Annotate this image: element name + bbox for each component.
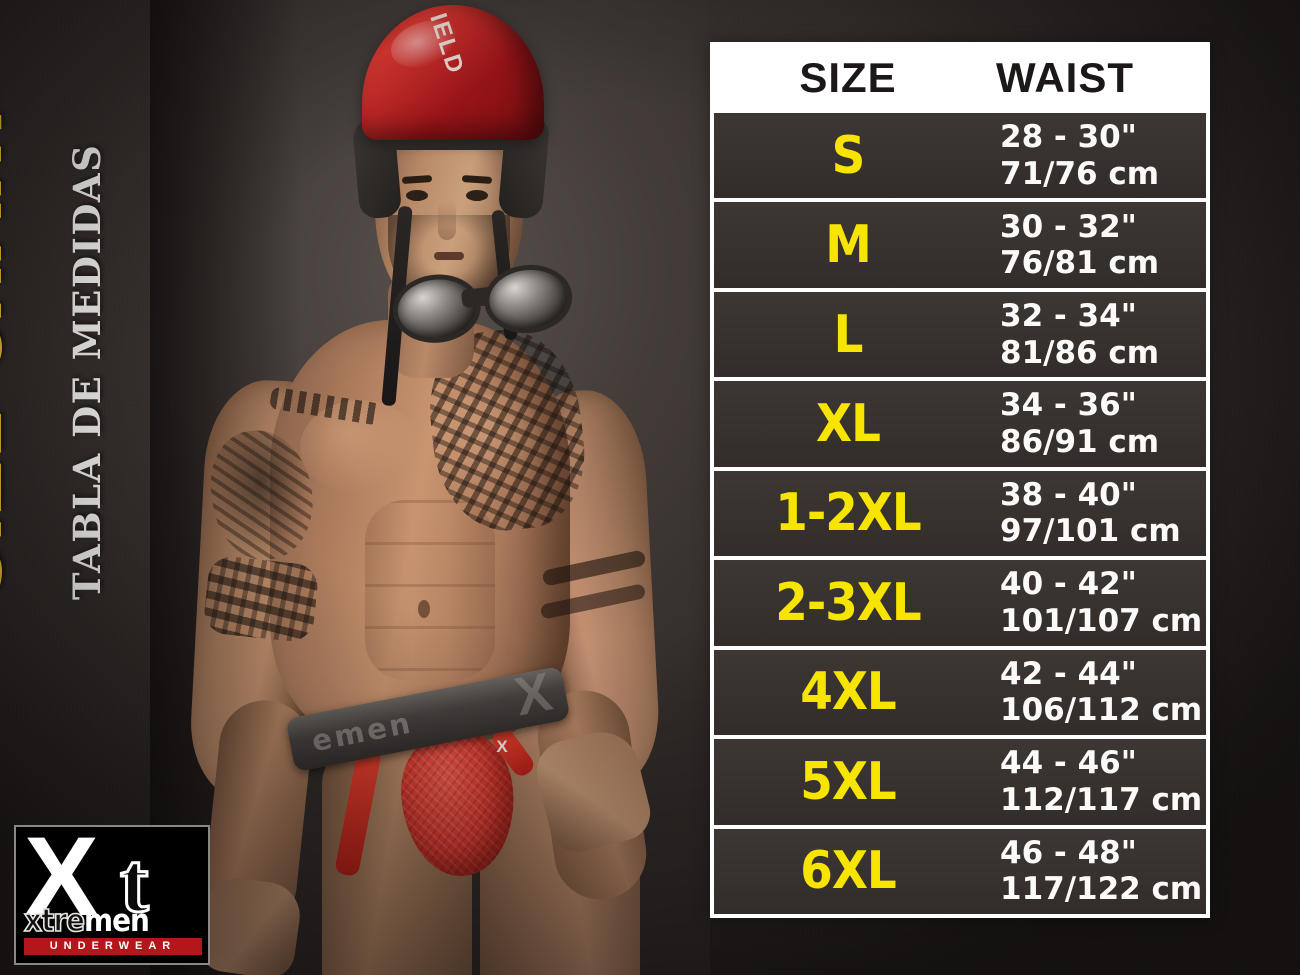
waist-inches: 40 - 42" <box>1000 566 1137 603</box>
model-photo: IELD X emen X <box>150 0 710 975</box>
cell-size: S <box>831 125 866 186</box>
waist-inches: 44 - 46" <box>1000 745 1137 782</box>
waist-centimeters: 106/112 cm <box>1000 692 1203 729</box>
cell-waist: 44 - 46" 112/117 cm <box>982 745 1206 818</box>
table-header-row: SIZE WAIST <box>714 46 1206 109</box>
model-navel-piercing <box>418 600 430 618</box>
waist-inches: 34 - 36" <box>1000 387 1137 424</box>
table-row: 1-2XL 38 - 40" 97/101 cm <box>714 470 1206 557</box>
column-header-size: SIZE <box>799 53 897 101</box>
waist-inches: 32 - 34" <box>1000 298 1137 335</box>
cell-size: XL <box>816 394 881 455</box>
table-body: S 28 - 30" 71/76 cm M 30 - 32" 76/81 cm L 32 - … <box>714 109 1206 914</box>
goggle-lens-right <box>480 260 576 338</box>
model-eye-left <box>406 190 428 201</box>
logo-wordmark: xtremen <box>23 903 202 939</box>
logo-wordmark-part-b: men <box>84 903 150 939</box>
cell-waist: 28 - 30" 71/76 cm <box>982 119 1206 192</box>
cell-waist: 40 - 42" 101/107 cm <box>982 566 1206 639</box>
cell-size: 4XL <box>800 662 896 723</box>
waist-inches: 38 - 40" <box>1000 476 1137 513</box>
waist-inches: 46 - 48" <box>1000 834 1137 871</box>
waist-centimeters: 117/122 cm <box>1000 871 1203 908</box>
waist-centimeters: 71/76 cm <box>1000 155 1160 192</box>
model-abs <box>365 500 495 680</box>
waist-centimeters: 81/86 cm <box>1000 334 1160 371</box>
waist-centimeters: 97/101 cm <box>1000 513 1181 550</box>
model-mouth <box>434 252 464 260</box>
column-header-waist: WAIST <box>996 53 1134 101</box>
cell-size: 5XL <box>800 751 896 812</box>
waist-inches: 28 - 30" <box>1000 119 1137 156</box>
table-row: 5XL 44 - 46" 112/117 cm <box>714 739 1206 825</box>
tattoo-armband <box>202 554 320 644</box>
table-row: M 30 - 32" 76/81 cm <box>714 202 1206 288</box>
title-block: SIZE CHART TABLA DE MEDIDAS <box>0 0 165 620</box>
size-chart-table: SIZE WAIST S 28 - 30" 71/76 cm M 30 - 32" 76/… <box>710 42 1210 918</box>
cell-size: L <box>833 304 864 365</box>
table-row: 2-3XL 40 - 42" 101/107 cm <box>714 560 1206 646</box>
cell-size: 2-3XL <box>775 572 921 633</box>
waist-centimeters: 112/117 cm <box>1000 781 1203 818</box>
brand-logo: X t xtremen UNDERWEAR <box>14 825 210 965</box>
waist-inches: 30 - 32" <box>1000 208 1137 245</box>
cell-waist: 38 - 40" 97/101 cm <box>982 477 1206 550</box>
cell-waist: 46 - 48" 117/122 cm <box>982 835 1206 908</box>
cell-waist: 42 - 44" 106/112 cm <box>982 656 1206 729</box>
cell-size: 1-2XL <box>775 483 921 544</box>
table-row: 4XL 42 - 44" 106/112 cm <box>714 649 1206 736</box>
model-eye-right <box>466 190 488 201</box>
logo-x-mark: X <box>24 825 99 939</box>
cell-waist: 32 - 34" 81/86 cm <box>982 298 1206 371</box>
model-nose <box>438 200 456 240</box>
cell-waist: 30 - 32" 76/81 cm <box>982 209 1206 282</box>
cell-size: 6XL <box>800 841 896 902</box>
cell-size: M <box>825 215 872 276</box>
waistband-brand-text: emen <box>308 705 416 759</box>
table-row: 6XL 46 - 48" 117/122 cm <box>714 828 1206 914</box>
waist-centimeters: 101/107 cm <box>1000 602 1203 639</box>
table-row: S 28 - 30" 71/76 cm <box>714 113 1206 199</box>
page-title: SIZE CHART <box>0 95 21 599</box>
pouch-brand-mark: X <box>496 737 508 756</box>
waistband-x-mark: X <box>509 665 557 728</box>
goggle-lens-left <box>389 270 485 348</box>
logo-wordmark-part-a: xtre <box>23 903 86 939</box>
waist-inches: 42 - 44" <box>1000 655 1137 692</box>
waist-centimeters: 76/81 cm <box>1000 245 1160 282</box>
logo-tagline: UNDERWEAR <box>24 938 202 955</box>
page-subtitle: TABLA DE MEDIDAS <box>65 143 109 600</box>
cell-waist: 34 - 36" 86/91 cm <box>982 387 1206 460</box>
waist-centimeters: 86/91 cm <box>1000 424 1160 461</box>
table-row: L 32 - 34" 81/86 cm <box>714 291 1206 378</box>
logo-t-mark: t <box>119 834 151 930</box>
table-row: XL 34 - 36" 86/91 cm <box>714 381 1206 467</box>
